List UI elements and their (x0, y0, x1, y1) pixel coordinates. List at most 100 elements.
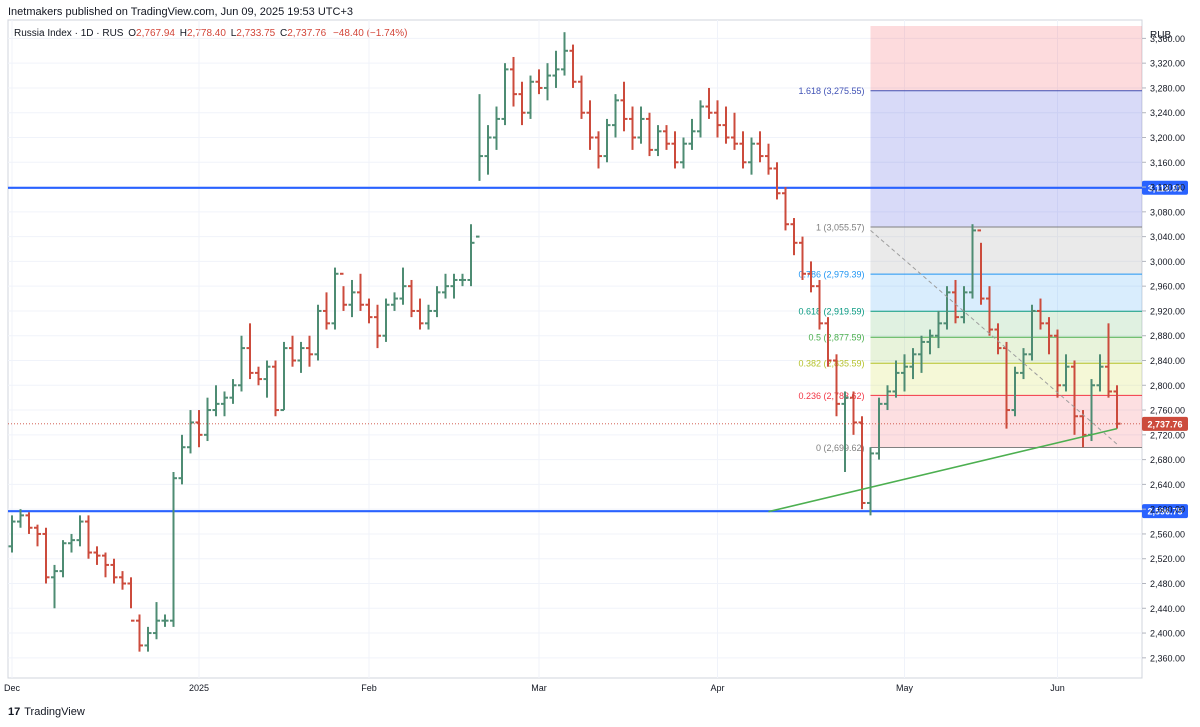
ohlc-bar (646, 112, 653, 157)
horizontal-levels: 3,118.81 2,596.75 (8, 180, 1188, 519)
price-tick-label: 2,360.00 (1150, 653, 1185, 663)
price-tick-label: 3,360.00 (1150, 34, 1185, 44)
ohlc-bar (612, 94, 619, 138)
ohlc-bar (161, 614, 169, 627)
price-tick-label: 3,280.00 (1150, 83, 1185, 93)
price-tick-label: 3,320.00 (1150, 59, 1185, 69)
price-tick-label: 2,520.00 (1150, 554, 1185, 564)
fib-level-label: 1 (3,055.57) (816, 222, 865, 232)
price-tick-label: 2,840.00 (1150, 356, 1185, 366)
ohlc-bar (569, 44, 577, 88)
currency-label: RUB (1150, 30, 1171, 41)
ohlc-bar (892, 360, 900, 398)
ohlc-bar (1096, 354, 1104, 392)
time-tick-label: Feb (361, 683, 377, 693)
ohlc-bar (535, 69, 543, 95)
ohlc-bar (1037, 298, 1044, 330)
ohlc-bar (527, 75, 534, 119)
ohlc-bar (297, 341, 305, 373)
level-price-tag: 3,118.81 (1148, 183, 1183, 193)
ohlc-bar (510, 56, 517, 107)
ohlc-bar (663, 125, 670, 150)
symbol-name[interactable]: Russia Index · 1D · RUS (14, 28, 124, 39)
ohlc-bar (68, 533, 75, 553)
ohlc-bar (17, 509, 24, 528)
ohlc-bar (306, 335, 313, 367)
drawn-lines: 2,737.76 (8, 230, 1188, 513)
level-price-tag-bg (1142, 180, 1188, 195)
ohlc-bar (620, 81, 628, 132)
ohlc-bar (93, 546, 101, 565)
ohlc-bar (204, 397, 211, 442)
ohlc-bar (943, 286, 951, 330)
ohlc-bar (263, 360, 271, 398)
fibonacci-retracement: 0 (2,699.62) 0.236 (2,783.62) 0.382 (2,835… (798, 26, 1142, 453)
high-value: 2,778.40 (187, 28, 226, 39)
ohlc-bar (544, 63, 551, 101)
ohlc-bar (280, 341, 288, 412)
fib-level-label: 0.618 (2,919.59) (798, 307, 864, 317)
ohlc-bar (773, 162, 781, 200)
fib-band (870, 274, 1142, 312)
ohlc-bar (909, 348, 917, 380)
ohlc-bar (484, 125, 492, 175)
ohlc-bar (637, 106, 645, 144)
last-price-tag-bg (1142, 416, 1188, 431)
tradingview-logo-icon: 17 (8, 706, 21, 718)
ohlc-bar (501, 63, 509, 126)
price-tick-label: 3,240.00 (1150, 108, 1185, 118)
price-tick-label: 2,800.00 (1150, 381, 1185, 391)
ohlc-bar (348, 279, 356, 318)
level-price-tag-bg (1142, 504, 1188, 519)
ohlc-bar (493, 106, 500, 150)
high-label: H (179, 28, 187, 39)
ohlc-bar (1045, 317, 1053, 355)
price-tick-label: 2,760.00 (1150, 406, 1185, 416)
ohlc-bar (952, 279, 959, 324)
ohlc-bar (994, 323, 1002, 355)
ohlc-bar (901, 354, 908, 392)
low-value: 2,733.75 (236, 28, 276, 39)
ohlc-bar (153, 602, 160, 640)
ohlc-bar (34, 524, 41, 547)
ohlc-bar (187, 410, 194, 454)
ohlc-bar (450, 273, 458, 299)
ohlc-bar (671, 131, 679, 169)
ohlc-bar (782, 187, 789, 231)
ohlc-bar (578, 75, 585, 119)
ohlc-bar (119, 571, 126, 590)
ohlc-bar (442, 273, 449, 299)
ohlc-bar (229, 379, 237, 404)
ohlc-bar (561, 32, 568, 76)
ohlc-bar (289, 335, 296, 367)
ohlc-bar (1011, 366, 1019, 417)
ohlc-bar (697, 100, 704, 138)
ohlc-bar (433, 286, 441, 318)
ohlc-bar (170, 472, 177, 627)
ohlc-bar (756, 131, 764, 163)
time-tick-label: Mar (531, 683, 547, 693)
ohlc-bar (680, 137, 687, 169)
last-price-tag: 2,737.76 (1147, 419, 1182, 429)
price-axis: 2,360.00 2,400.00 2,440.00 2,480.00 2,520.00… (1142, 34, 1185, 663)
footer-brand: 17 TradingView (8, 706, 85, 718)
ohlc-bar (476, 94, 483, 238)
ohlc-bar (799, 236, 806, 280)
ohlc-bar (144, 626, 152, 652)
price-tick-label: 2,400.00 (1150, 629, 1185, 639)
ohlc-bar (357, 273, 364, 311)
price-tick-label: 3,040.00 (1150, 232, 1185, 242)
ohlc-bar (875, 397, 883, 460)
ohlc-bar (518, 81, 526, 126)
ohlc-bar (323, 292, 330, 330)
price-tick-label: 2,600.00 (1150, 505, 1185, 515)
ohlc-bar (748, 137, 755, 175)
symbol-legend: Russia Index · 1D · RUS O2,767.94 H2,778… (14, 28, 407, 39)
ohlc-bar (340, 272, 347, 311)
ohlc-bar (790, 218, 798, 256)
ohlc-bar (459, 273, 466, 287)
ohlc-bar (654, 125, 662, 157)
ohlc-bar (255, 366, 262, 386)
ohlc-bar (969, 224, 976, 299)
